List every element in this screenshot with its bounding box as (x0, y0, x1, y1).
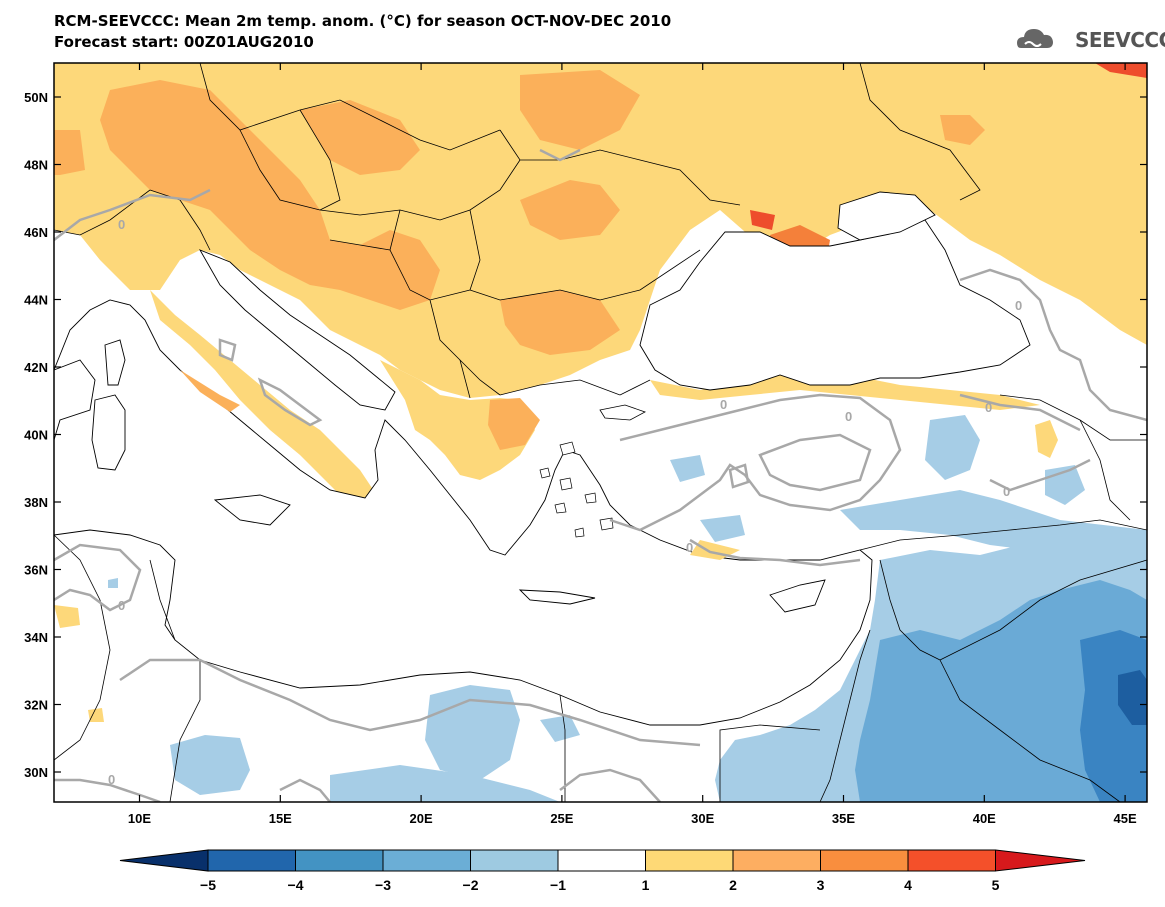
colorbar-segment (995, 849, 1086, 872)
contour-label: 0 (1015, 298, 1022, 313)
colorbar-segment (119, 849, 209, 872)
colorbar-segment (382, 849, 471, 872)
contour-label: 0 (1003, 484, 1010, 499)
colorbar-label: −2 (463, 877, 479, 893)
cool2-region-mideast (855, 580, 1147, 802)
lat-label: 30N (24, 765, 48, 780)
warm4-patch-azov (750, 210, 775, 230)
contour-label: 0 (118, 598, 125, 613)
warm2-patch-poland (300, 100, 420, 175)
warm2-patch-greece (488, 398, 540, 450)
colorbar-label: 2 (729, 877, 737, 893)
warm2-patch-bulgaria (500, 290, 620, 355)
marmara-sea (599, 404, 646, 421)
contour-label: 0 (108, 772, 115, 787)
lon-label: 15E (269, 811, 292, 826)
cool-region-turkey-c (670, 455, 705, 482)
warm2-patch-france (54, 130, 85, 175)
contour-label: 0 (118, 217, 125, 232)
cool-region-libya-s (330, 765, 560, 802)
cool-region-tunisia (108, 578, 118, 588)
warm-region-turkey-coast (650, 370, 1040, 410)
colorbar-label: −5 (200, 877, 216, 893)
warm2-patch-ukraine (520, 70, 640, 150)
lat-label: 42N (24, 360, 48, 375)
colorbar-label: 1 (642, 877, 650, 893)
lat-label: 34N (24, 630, 48, 645)
contour-label: 0 (686, 540, 693, 555)
map-subtitle: Forecast start: 00Z01AUG2010 (54, 33, 314, 51)
cool-region-egypt-coast (540, 715, 580, 742)
lat-label: 50N (24, 90, 48, 105)
warm2-patch-romania (520, 180, 620, 240)
warm-region-italy (150, 290, 380, 520)
lat-label: 38N (24, 495, 48, 510)
cloud-icon (1017, 29, 1053, 48)
lon-label: 10E (128, 811, 151, 826)
cool-region-libya-w (170, 735, 250, 795)
colorbar-label: 5 (992, 877, 1000, 893)
cool4-region-mideast (1118, 670, 1147, 725)
contour-label: 0 (985, 400, 992, 415)
colorbar-label: 4 (904, 877, 912, 893)
colorbar-segment (470, 849, 559, 872)
cool-region-turkey-e (925, 415, 980, 480)
zero-contours (54, 148, 1147, 802)
map-title: RCM-SEEVCCC: Mean 2m temp. anom. (°C) fo… (54, 12, 672, 30)
colorbar-label: −3 (375, 877, 391, 893)
latitude-axis: 50N 48N 46N 44N 42N 40N 38N 36N 34N 32N 30N (24, 90, 1147, 780)
warm-region-balkans (380, 360, 535, 480)
lon-label: 40E (973, 811, 996, 826)
warm-region-libya-spot (88, 708, 104, 722)
lat-label: 32N (24, 698, 48, 713)
cool-region-turkey-s (700, 515, 745, 542)
aegean-islands (539, 441, 614, 538)
warm4-patch-ne-corner (1095, 63, 1147, 78)
colorbar-segment (820, 849, 909, 872)
colorbar-label: 3 (817, 877, 825, 893)
lon-label: 20E (410, 811, 433, 826)
warm-strip-italy-coast (180, 370, 240, 412)
colorbar-segment (557, 849, 646, 872)
map-frame (53, 62, 1148, 803)
colorbar-label: −4 (288, 877, 304, 893)
colorbar-segment (207, 849, 296, 872)
colorbar-segment (295, 849, 384, 872)
warm-region-nafrica-w (54, 605, 80, 628)
island-outlines (91, 339, 826, 613)
colorbar-segment (645, 849, 734, 872)
lat-label: 40N (24, 428, 48, 443)
lat-label: 44N (24, 293, 48, 308)
adriatic-sea (198, 249, 396, 411)
lon-label: 25E (550, 811, 573, 826)
lat-label: 48N (24, 158, 48, 173)
colorbar: −5 −4 −3 −2 −1 1 2 3 4 5 (119, 849, 1086, 893)
azov-sea (837, 191, 936, 241)
contour-label: 0 (845, 409, 852, 424)
colorbar-segment (907, 849, 996, 872)
country-borders (54, 63, 1147, 802)
anomaly-field: 0 0 0 0 0 0 0 0 0 (54, 63, 1147, 802)
warm-region-turkey-spot (1035, 420, 1058, 458)
warm2-patch-russia (940, 115, 985, 145)
warm2-patch-alps (100, 80, 440, 310)
lat-label: 36N (24, 563, 48, 578)
contour-labels: 0 0 0 0 0 0 0 0 0 (108, 217, 1022, 787)
colorbar-segment (732, 849, 821, 872)
longitude-axis: 10E 15E 20E 25E 30E 35E 40E 45E (128, 63, 1137, 826)
black-sea (639, 219, 1031, 391)
lat-label: 46N (24, 225, 48, 240)
contour-label: 0 (720, 397, 727, 412)
colorbar-label: −1 (550, 877, 566, 893)
lon-label: 45E (1114, 811, 1137, 826)
lon-label: 30E (691, 811, 714, 826)
lon-label: 35E (832, 811, 855, 826)
logo-text: SEEVCCC (1075, 28, 1165, 52)
